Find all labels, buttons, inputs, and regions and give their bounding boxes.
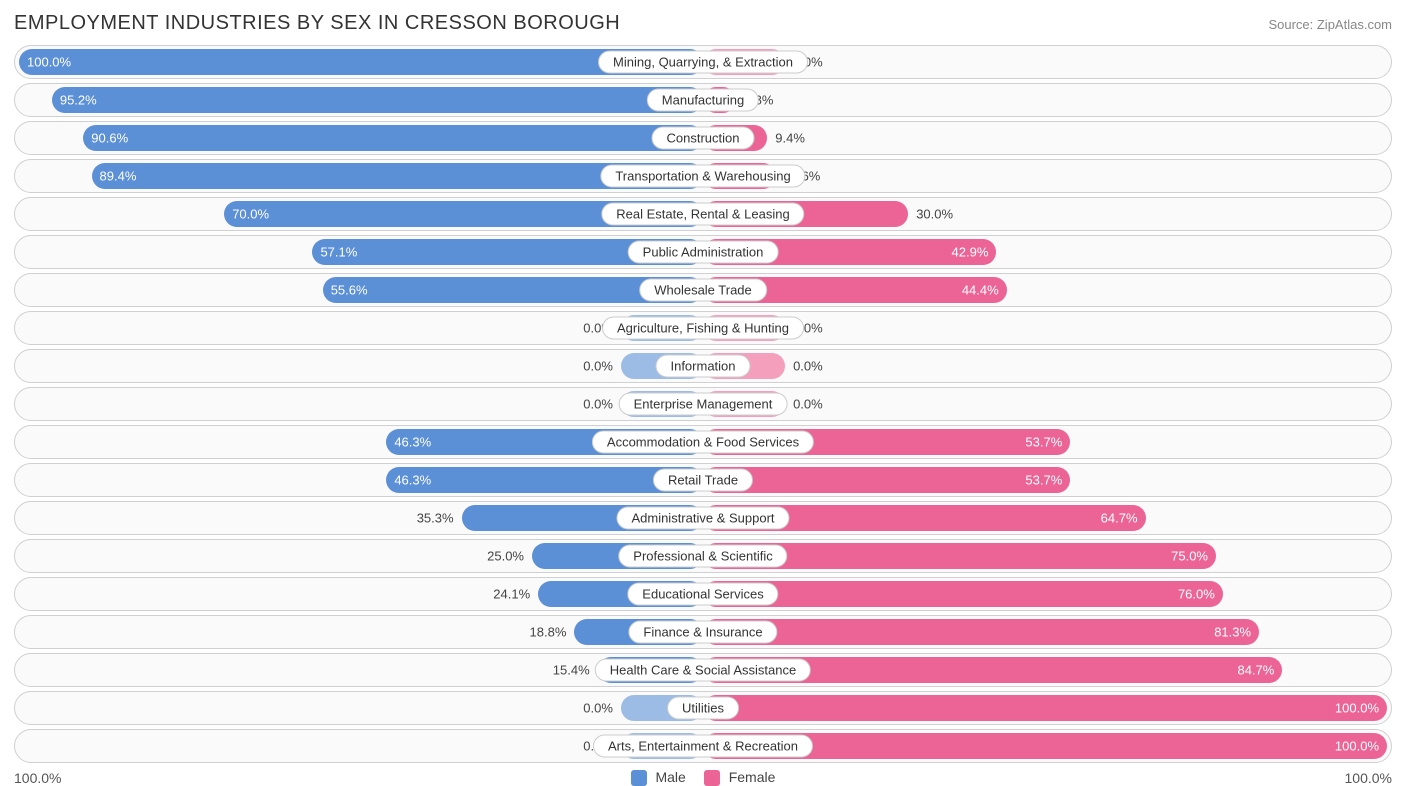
category-label: Agriculture, Fishing & Hunting bbox=[602, 317, 804, 340]
male-pct: 70.0% bbox=[232, 207, 269, 222]
legend-label-male: Male bbox=[655, 769, 685, 785]
legend-swatch-male bbox=[631, 770, 647, 786]
category-label: Retail Trade bbox=[653, 469, 753, 492]
chart-source: Source: ZipAtlas.com bbox=[1268, 17, 1392, 32]
male-pct: 46.3% bbox=[394, 473, 431, 488]
chart-row: 90.6% 9.4% Construction bbox=[14, 121, 1392, 155]
chart-row: 89.4%10.6%Transportation & Warehousing bbox=[14, 159, 1392, 193]
male-pct: 18.8% bbox=[530, 625, 567, 640]
axis-label-right: 100.0% bbox=[1345, 770, 1392, 786]
category-label: Enterprise Management bbox=[619, 393, 788, 416]
category-label: Administrative & Support bbox=[616, 507, 789, 530]
category-label: Information bbox=[655, 355, 750, 378]
female-pct: 9.4% bbox=[775, 131, 805, 146]
chart-row: 24.1% 76.0% Educational Services bbox=[14, 577, 1392, 611]
female-pct: 44.4% bbox=[962, 283, 999, 298]
chart-row: 95.2%4.8%Manufacturing bbox=[14, 83, 1392, 117]
female-bar bbox=[703, 467, 1070, 493]
female-pct: 0.0% bbox=[793, 359, 823, 374]
category-label: Construction bbox=[652, 127, 755, 150]
category-label: Finance & Insurance bbox=[628, 621, 777, 644]
female-bar bbox=[703, 619, 1259, 645]
chart-footer: 100.0% Male Female 100.0% bbox=[14, 769, 1392, 786]
female-pct: 81.3% bbox=[1214, 625, 1251, 640]
female-pct: 30.0% bbox=[916, 207, 953, 222]
female-pct: 64.7% bbox=[1101, 511, 1138, 526]
female-bar bbox=[703, 581, 1223, 607]
diverging-bar-chart: 100.0% 0.0% Mining, Quarrying, & Extractio… bbox=[14, 45, 1392, 763]
chart-row: 0.0% 0.0% Information bbox=[14, 349, 1392, 383]
male-bar bbox=[52, 87, 703, 113]
female-pct: 0.0% bbox=[793, 397, 823, 412]
female-pct: 76.0% bbox=[1178, 587, 1215, 602]
male-pct: 57.1% bbox=[320, 245, 357, 260]
male-pct: 0.0% bbox=[583, 701, 613, 716]
legend-item-female: Female bbox=[704, 769, 776, 786]
category-label: Arts, Entertainment & Recreation bbox=[593, 735, 813, 758]
category-label: Accommodation & Food Services bbox=[592, 431, 814, 454]
male-pct: 35.3% bbox=[417, 511, 454, 526]
chart-header: EMPLOYMENT INDUSTRIES BY SEX IN CRESSON … bbox=[14, 12, 1392, 35]
chart-row: 0.0%0.0%Agriculture, Fishing & Hunting bbox=[14, 311, 1392, 345]
female-pct: 53.7% bbox=[1025, 435, 1062, 450]
legend-item-male: Male bbox=[631, 769, 686, 786]
category-label: Educational Services bbox=[627, 583, 778, 606]
female-bar bbox=[703, 695, 1387, 721]
male-pct: 0.0% bbox=[583, 397, 613, 412]
category-label: Professional & Scientific bbox=[618, 545, 787, 568]
category-label: Wholesale Trade bbox=[639, 279, 767, 302]
female-pct: 100.0% bbox=[1335, 701, 1379, 716]
chart-row: 0.0% 0.0% Enterprise Management bbox=[14, 387, 1392, 421]
male-pct: 89.4% bbox=[100, 169, 137, 184]
male-pct: 15.4% bbox=[553, 663, 590, 678]
male-bar bbox=[83, 125, 703, 151]
chart-row: 46.3% 53.7% Retail Trade bbox=[14, 463, 1392, 497]
female-pct: 75.0% bbox=[1171, 549, 1208, 564]
chart-row: 100.0%0.0%Mining, Quarrying, & Extractio… bbox=[14, 45, 1392, 79]
chart-row: 35.3% 64.7% Administrative & Support bbox=[14, 501, 1392, 535]
legend-swatch-female bbox=[704, 770, 720, 786]
legend: Male Female bbox=[631, 769, 776, 786]
chart-row: 57.1% 42.9% Public Administration bbox=[14, 235, 1392, 269]
male-pct: 90.6% bbox=[91, 131, 128, 146]
chart-row: 55.6% 44.4% Wholesale Trade bbox=[14, 273, 1392, 307]
chart-row: 46.3% 53.7% Accommodation & Food Services bbox=[14, 425, 1392, 459]
category-label: Health Care & Social Assistance bbox=[595, 659, 811, 682]
chart-row: 70.0% 30.0% Real Estate, Rental & Leasing bbox=[14, 197, 1392, 231]
male-pct: 25.0% bbox=[487, 549, 524, 564]
chart-row: 0.0% 100.0% Utilities bbox=[14, 691, 1392, 725]
male-pct: 100.0% bbox=[27, 55, 71, 70]
category-label: Manufacturing bbox=[647, 89, 759, 112]
male-pct: 24.1% bbox=[493, 587, 530, 602]
legend-label-female: Female bbox=[729, 769, 776, 785]
female-pct: 100.0% bbox=[1335, 739, 1379, 754]
chart-title: EMPLOYMENT INDUSTRIES BY SEX IN CRESSON … bbox=[14, 12, 620, 35]
male-pct: 46.3% bbox=[394, 435, 431, 450]
chart-row: 0.0%100.0%Arts, Entertainment & Recreati… bbox=[14, 729, 1392, 763]
category-label: Mining, Quarrying, & Extraction bbox=[598, 51, 808, 74]
chart-row: 15.4% 84.7% Health Care & Social Assistanc… bbox=[14, 653, 1392, 687]
chart-row: 25.0% 75.0% Professional & Scientific bbox=[14, 539, 1392, 573]
male-pct: 0.0% bbox=[583, 359, 613, 374]
male-pct: 55.6% bbox=[331, 283, 368, 298]
female-pct: 42.9% bbox=[952, 245, 989, 260]
axis-label-left: 100.0% bbox=[14, 770, 61, 786]
male-pct: 95.2% bbox=[60, 93, 97, 108]
category-label: Transportation & Warehousing bbox=[600, 165, 805, 188]
category-label: Public Administration bbox=[628, 241, 779, 264]
female-pct: 53.7% bbox=[1025, 473, 1062, 488]
female-pct: 84.7% bbox=[1237, 663, 1274, 678]
chart-row: 18.8% 81.3% Finance & Insurance bbox=[14, 615, 1392, 649]
category-label: Real Estate, Rental & Leasing bbox=[601, 203, 804, 226]
category-label: Utilities bbox=[667, 697, 739, 720]
